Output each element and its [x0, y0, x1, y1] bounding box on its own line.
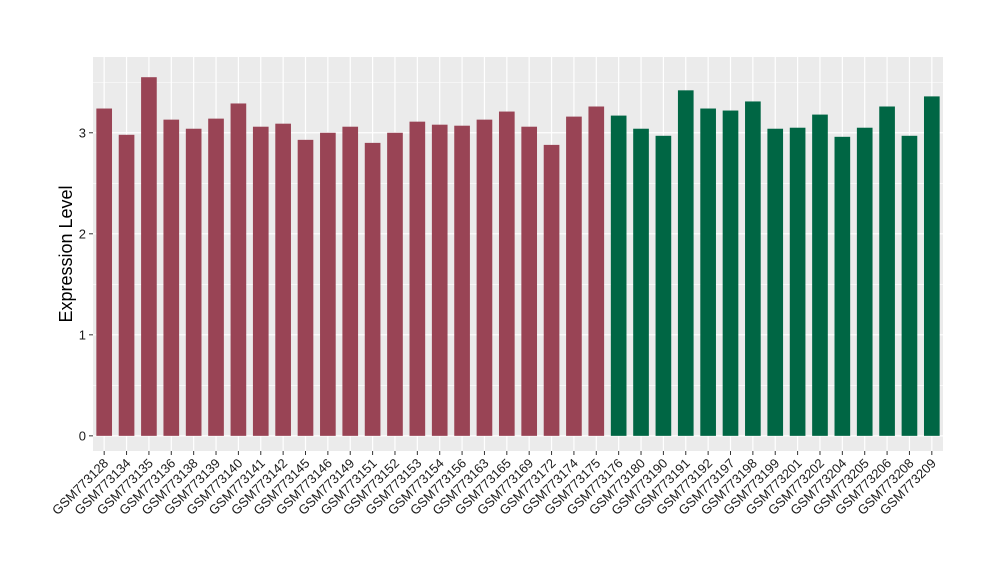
bars — [96, 77, 940, 436]
bar — [141, 77, 157, 436]
bar — [297, 139, 314, 436]
bar — [118, 134, 135, 436]
bar — [923, 96, 940, 436]
bar — [610, 115, 627, 436]
bar — [320, 132, 336, 436]
bar — [767, 128, 784, 436]
bar — [834, 136, 851, 436]
bar — [700, 108, 716, 436]
bar — [745, 101, 761, 436]
bar — [722, 110, 739, 436]
bar — [476, 119, 493, 436]
bar — [96, 108, 113, 436]
bar — [275, 123, 291, 436]
bar — [677, 90, 694, 436]
bar — [543, 144, 560, 436]
bar — [252, 126, 269, 436]
bar — [409, 121, 426, 436]
bar — [454, 125, 470, 436]
bar — [163, 119, 180, 436]
bar — [566, 116, 582, 436]
y-tick-label: 3 — [79, 125, 86, 140]
y-tick-label: 1 — [79, 327, 86, 342]
y-tick-label: 0 — [79, 428, 86, 443]
bar — [812, 114, 828, 436]
bar — [230, 103, 247, 436]
bar — [789, 127, 806, 436]
bar — [208, 118, 224, 436]
bar — [342, 126, 359, 436]
bar — [431, 124, 448, 436]
bar — [633, 128, 649, 436]
bar — [879, 106, 895, 436]
bar — [387, 132, 403, 436]
bar — [364, 142, 381, 436]
y-axis-title: Expression Level — [56, 185, 76, 322]
bar — [901, 135, 918, 436]
y-tick-label: 2 — [79, 226, 86, 241]
bar — [521, 126, 538, 436]
bar — [856, 127, 873, 436]
bar — [498, 111, 515, 436]
bar — [655, 135, 672, 436]
bar — [185, 128, 202, 436]
bar — [588, 106, 605, 436]
